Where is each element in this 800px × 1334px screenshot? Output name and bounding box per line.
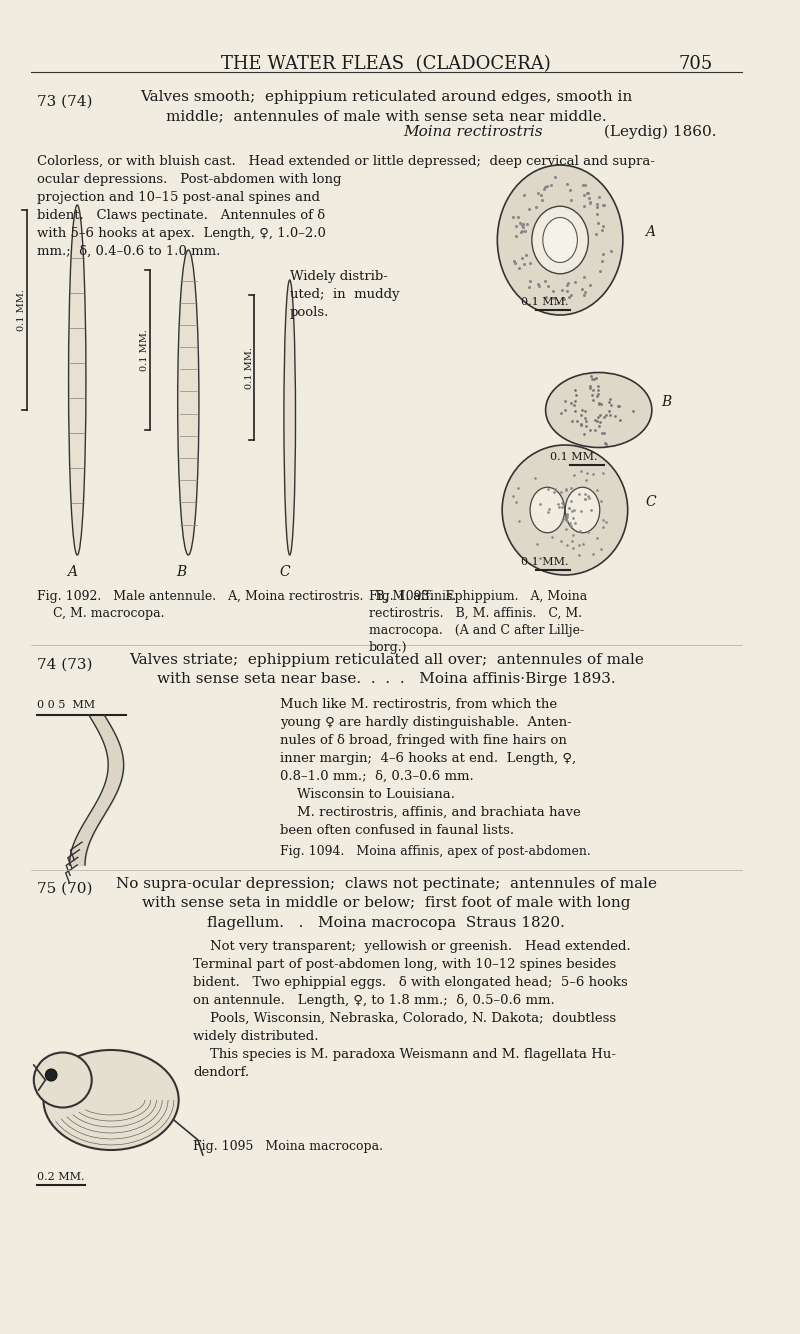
Ellipse shape <box>46 1069 57 1081</box>
Text: 705: 705 <box>678 55 713 73</box>
Text: 0.1 MM.: 0.1 MM. <box>140 329 150 371</box>
Text: 74 (73): 74 (73) <box>37 658 92 672</box>
Ellipse shape <box>566 487 600 532</box>
Ellipse shape <box>69 205 86 555</box>
Ellipse shape <box>543 217 578 263</box>
Text: Fig. 1093.   Ephippium.   A, Moina
rectirostris.   B, M. affinis.   C, M.
macroc: Fig. 1093. Ephippium. A, Moina rectirost… <box>369 590 587 654</box>
Ellipse shape <box>34 1053 92 1107</box>
Text: Moina rectirostris: Moina rectirostris <box>403 125 543 139</box>
Text: Valves striate;  ephippium reticulated all over;  antennules of male
with sense : Valves striate; ephippium reticulated al… <box>129 654 644 687</box>
Text: (Leydig) 1860.: (Leydig) 1860. <box>598 125 716 139</box>
Ellipse shape <box>43 1050 178 1150</box>
Text: THE WATER FLEAS  (CLADOCERA): THE WATER FLEAS (CLADOCERA) <box>222 55 551 73</box>
Text: Much like M. rectirostris, from which the
young ♀ are hardly distinguishable.  A: Much like M. rectirostris, from which th… <box>280 698 581 836</box>
Text: A: A <box>67 566 78 579</box>
Text: A: A <box>645 225 655 239</box>
Text: Fig. 1094.   Moina affinis, apex of post-abdomen.: Fig. 1094. Moina affinis, apex of post-a… <box>280 844 590 858</box>
Text: Fig. 1092.   Male antennule.   A, Moina rectirostris.   B, M. affinis.
    C, M.: Fig. 1092. Male antennule. A, Moina rect… <box>37 590 456 620</box>
Ellipse shape <box>530 487 565 532</box>
Ellipse shape <box>178 249 199 555</box>
Text: 73 (74): 73 (74) <box>37 95 92 109</box>
Text: Colorless, or with bluish cast.   Head extended or little depressed;  deep cervi: Colorless, or with bluish cast. Head ext… <box>37 155 654 257</box>
Ellipse shape <box>532 207 588 273</box>
Text: No supra-ocular depression;  claws not pectinate;  antennules of male
with sense: No supra-ocular depression; claws not pe… <box>116 876 657 930</box>
Text: 0.1 MM.: 0.1 MM. <box>550 452 598 462</box>
Text: 0.2 MM.: 0.2 MM. <box>37 1173 84 1182</box>
Text: Valves smooth;  ephippium reticulated around edges, smooth in
middle;  antennule: Valves smooth; ephippium reticulated aro… <box>140 89 632 124</box>
Text: B: B <box>662 395 672 410</box>
Ellipse shape <box>498 165 623 315</box>
Text: Not very transparent;  yellowish or greenish.   Head extended.
Terminal part of : Not very transparent; yellowish or green… <box>193 940 631 1079</box>
Ellipse shape <box>546 372 652 447</box>
Text: Widely distrib-
uted;  in  muddy
pools.: Widely distrib- uted; in muddy pools. <box>290 269 399 319</box>
Text: Fig. 1095   Moina macrocopa.: Fig. 1095 Moina macrocopa. <box>193 1141 383 1153</box>
Text: C: C <box>279 566 290 579</box>
Text: 0.1 MM.: 0.1 MM. <box>17 289 26 331</box>
Text: 0.1 MM.: 0.1 MM. <box>245 347 254 390</box>
Text: 75 (70): 75 (70) <box>37 882 92 896</box>
Text: 0.1 MM.: 0.1 MM. <box>522 297 569 307</box>
Ellipse shape <box>284 280 295 555</box>
Text: 0.1 MM.: 0.1 MM. <box>522 558 569 567</box>
Text: B: B <box>177 566 186 579</box>
Ellipse shape <box>502 446 628 575</box>
Text: 0 0 5  MM: 0 0 5 MM <box>37 700 95 710</box>
Text: C: C <box>645 495 656 510</box>
